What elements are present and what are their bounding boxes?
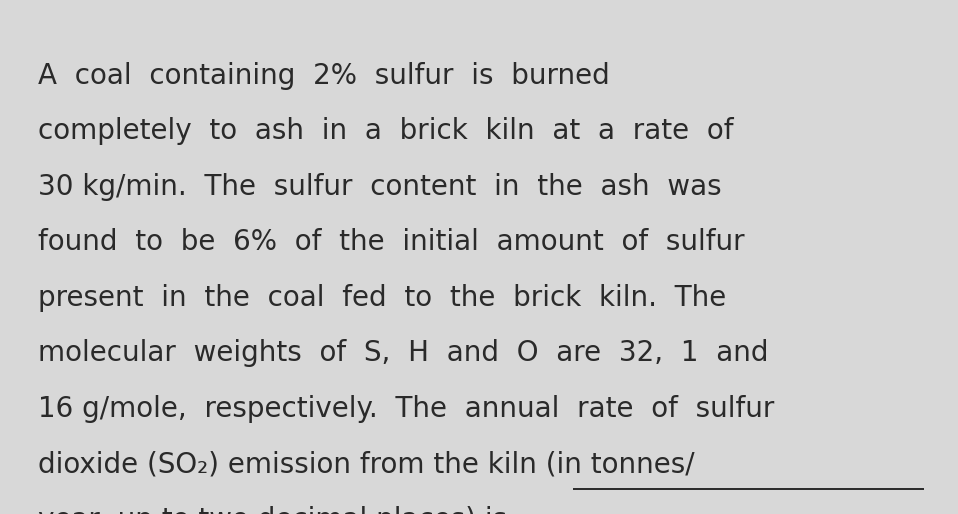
Text: year, up to two decimal places) is: year, up to two decimal places) is <box>38 506 508 514</box>
Text: 16 g/mole,  respectively.  The  annual  rate  of  sulfur: 16 g/mole, respectively. The annual rate… <box>38 395 775 423</box>
Text: A  coal  containing  2%  sulfur  is  burned: A coal containing 2% sulfur is burned <box>38 62 610 89</box>
Text: molecular  weights  of  S,  H  and  O  are  32,  1  and: molecular weights of S, H and O are 32, … <box>38 339 769 367</box>
Text: completely  to  ash  in  a  brick  kiln  at  a  rate  of: completely to ash in a brick kiln at a r… <box>38 117 734 145</box>
Text: dioxide (SO₂) emission from the kiln (in tonnes/: dioxide (SO₂) emission from the kiln (in… <box>38 450 695 478</box>
Text: 30 kg/min.  The  sulfur  content  in  the  ash  was: 30 kg/min. The sulfur content in the ash… <box>38 173 722 200</box>
Text: present  in  the  coal  fed  to  the  brick  kiln.  The: present in the coal fed to the brick kil… <box>38 284 726 311</box>
Text: found  to  be  6%  of  the  initial  amount  of  sulfur: found to be 6% of the initial amount of … <box>38 228 745 256</box>
